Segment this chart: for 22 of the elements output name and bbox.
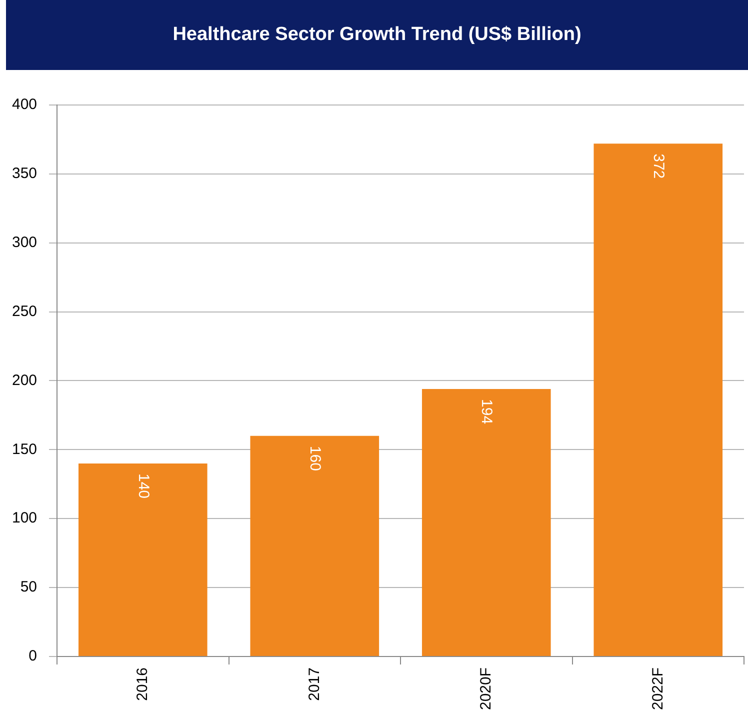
data-label: 372	[650, 154, 667, 179]
y-tick-label: 100	[12, 510, 38, 527]
y-tick-label: 0	[28, 648, 38, 665]
x-tick-label: 2017	[306, 667, 323, 701]
data-label: 160	[306, 446, 324, 471]
y-tick-label: 250	[12, 302, 38, 320]
x-tick-label: 2020F	[478, 667, 495, 710]
y-tick-label: 200	[12, 372, 38, 389]
data-label: 194	[478, 399, 496, 424]
y-tick-label: 50	[20, 578, 38, 596]
chart-title: Healthcare Sector Growth Trend (US$ Billion)	[6, 0, 748, 70]
bar	[422, 389, 551, 656]
x-tick-label: 2016	[134, 667, 152, 701]
x-tick-label: 2022F	[649, 667, 666, 710]
y-tick-label: 350	[12, 165, 38, 182]
y-tick-label: 150	[12, 440, 38, 458]
bar	[594, 144, 723, 656]
data-label: 140	[134, 473, 152, 498]
bar	[78, 463, 208, 656]
y-tick-label: 400	[12, 96, 38, 114]
y-tick-label: 300	[12, 234, 38, 252]
bar	[250, 436, 380, 656]
